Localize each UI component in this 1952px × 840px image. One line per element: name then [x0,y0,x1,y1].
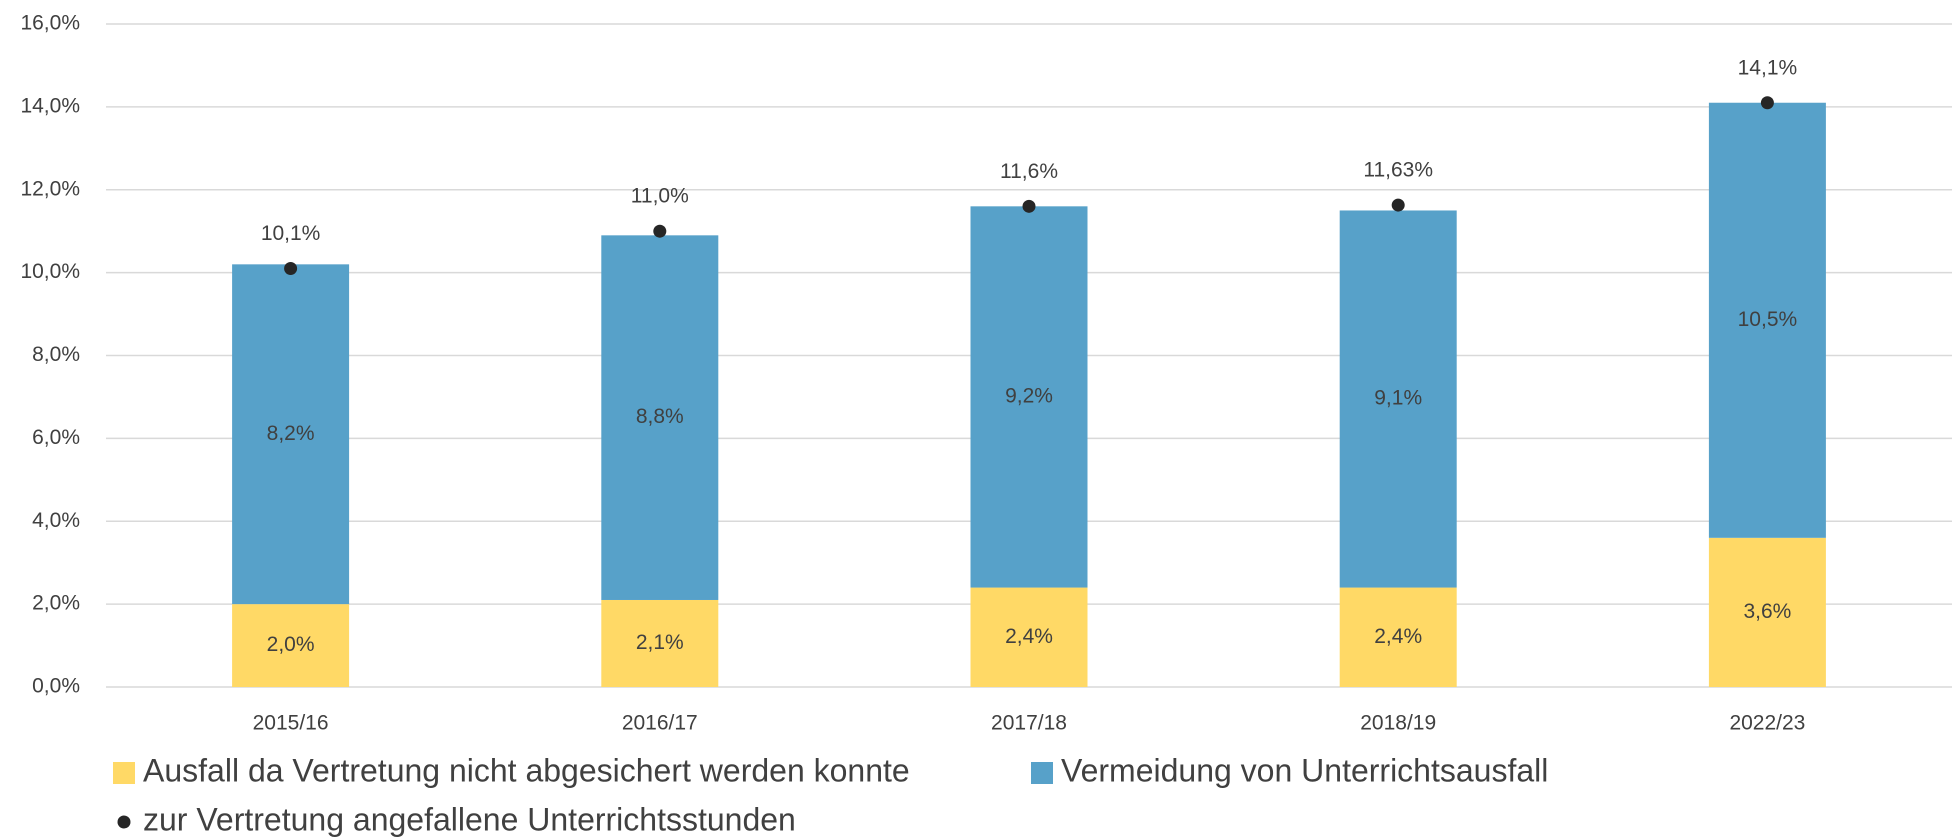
data-label: 3,6% [1743,600,1791,623]
data-label: 10,1% [261,222,321,245]
y-tick-label: 6,0% [32,426,80,449]
data-label: 2,4% [1005,625,1053,648]
dot [284,261,298,275]
y-tick-label: 10,0% [20,260,80,283]
legend-marker [1031,762,1053,784]
bar-segment [232,264,350,605]
y-tick-label: 2,0% [32,592,80,615]
data-label: 11,6% [1000,160,1058,183]
legend-marker [117,815,131,829]
bar-segment [1339,587,1457,687]
data-label: 14,1% [1738,56,1798,79]
legend-label: zur Vertretung angefallene Unterrichtsst… [143,801,796,837]
bar-segment [1708,102,1826,538]
dot [1022,199,1036,213]
bar-segment [601,235,719,600]
data-label: 2,0% [267,633,315,656]
x-tick-label: 2017/18 [991,712,1067,735]
y-tick-label: 12,0% [20,177,80,200]
bar-segment [1708,537,1826,687]
y-tick-label: 0,0% [32,675,80,698]
legend-label: Vermeidung von Unterrichtsausfall [1061,752,1548,788]
bar-segment [970,206,1088,588]
data-label: 8,8% [636,405,684,428]
x-tick-label: 2015/16 [253,712,329,735]
data-label: 11,63% [1363,159,1433,182]
data-label: 11,0% [631,185,689,208]
bar-segment [970,587,1088,687]
data-label: 2,4% [1374,625,1422,648]
dot [1391,198,1405,212]
data-label: 9,2% [1005,384,1053,407]
data-label: 10,5% [1738,308,1798,331]
x-tick-label: 2018/19 [1360,712,1436,735]
y-tick-label: 4,0% [32,509,80,532]
data-label: 2,1% [636,631,684,654]
bar-segment [232,604,350,687]
bar-segment [601,599,719,687]
legend-marker [113,762,135,784]
y-tick-label: 14,0% [20,94,80,117]
legend-label: Ausfall da Vertretung nicht abgesichert … [143,752,910,788]
x-tick-label: 2016/17 [622,712,698,735]
dot [653,224,667,238]
bar-segment [1339,210,1457,588]
x-tick-label: 2022/23 [1729,712,1805,735]
data-label: 8,2% [267,422,315,445]
y-tick-label: 16,0% [20,12,80,35]
data-label: 9,1% [1374,387,1422,410]
dot [1760,96,1774,110]
y-tick-label: 8,0% [32,343,80,366]
